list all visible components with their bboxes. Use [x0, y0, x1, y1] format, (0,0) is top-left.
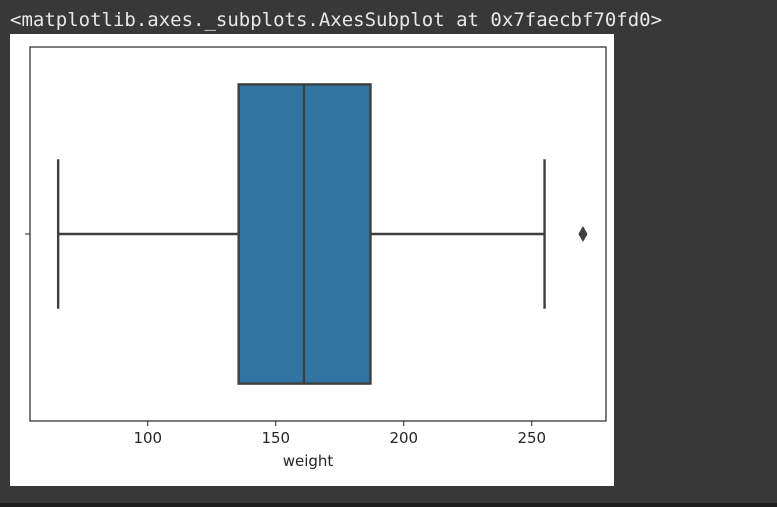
- outlier-point: [578, 225, 588, 243]
- x-axis-label: weight: [283, 452, 334, 470]
- output-bottom-strip: [0, 503, 777, 507]
- x-axis-ticks: 100 150 200 250: [133, 421, 546, 447]
- x-tick-label: 250: [517, 429, 546, 447]
- figure: 100 150 200 250 weight: [10, 34, 614, 486]
- x-tick-label: 200: [389, 429, 418, 447]
- x-tick-label: 100: [133, 429, 162, 447]
- x-tick-label: 150: [261, 429, 290, 447]
- output-repr-text: <matplotlib.axes._subplots.AxesSubplot a…: [10, 9, 663, 31]
- boxplot-chart: 100 150 200 250 weight: [25, 46, 607, 470]
- boxplot-marks: [56, 83, 588, 385]
